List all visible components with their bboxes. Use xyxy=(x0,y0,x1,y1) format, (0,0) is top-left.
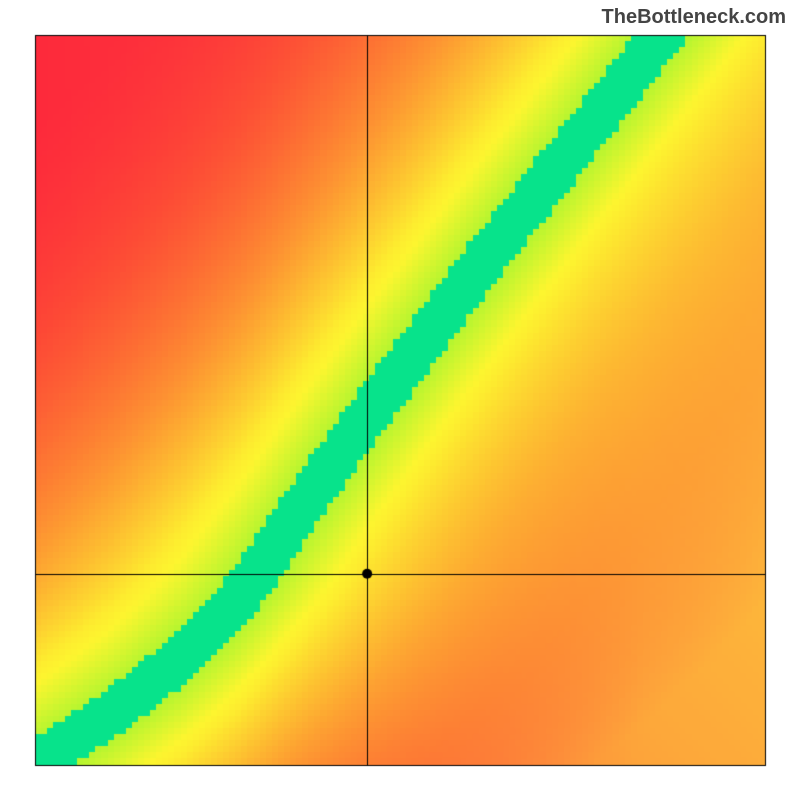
bottleneck-heatmap-canvas xyxy=(0,0,800,800)
watermark-text: TheBottleneck.com xyxy=(602,6,786,29)
chart-container: TheBottleneck.com xyxy=(0,0,800,800)
